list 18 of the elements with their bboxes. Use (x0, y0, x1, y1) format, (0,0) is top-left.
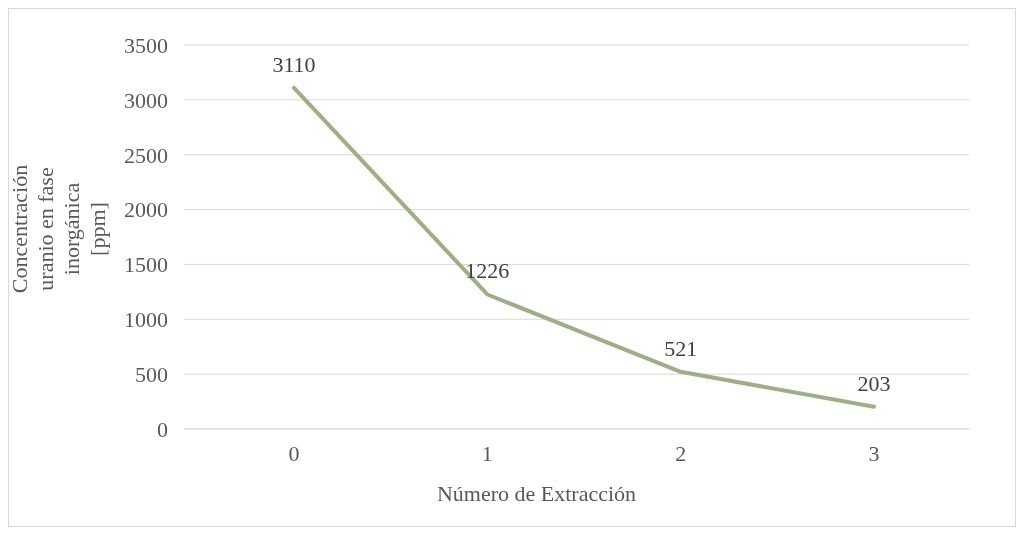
y-tick-label: 1000 (124, 307, 168, 333)
y-tick-label: 2500 (124, 142, 168, 168)
x-tick-label: 1 (481, 440, 493, 466)
y-tick-label: 0 (157, 416, 168, 442)
y-tick-label: 1500 (124, 252, 168, 278)
data-label: 1226 (465, 258, 510, 284)
data-label: 521 (664, 335, 698, 361)
y-tick-label: 3500 (124, 32, 168, 58)
data-label: 3110 (272, 51, 316, 77)
y-tick-label: 3000 (124, 87, 168, 113)
x-tick-label: 3 (868, 440, 880, 466)
x-axis-title: Número de Extracción (435, 481, 638, 507)
data-label: 203 (857, 370, 891, 396)
y-tick-label: 2000 (124, 197, 168, 223)
x-tick-label: 0 (288, 440, 300, 466)
y-axis-title: Concentración uranio en fase inorgánica [ppm] (7, 164, 111, 294)
x-tick-label: 2 (675, 440, 687, 466)
y-tick-label: 500 (135, 361, 168, 387)
